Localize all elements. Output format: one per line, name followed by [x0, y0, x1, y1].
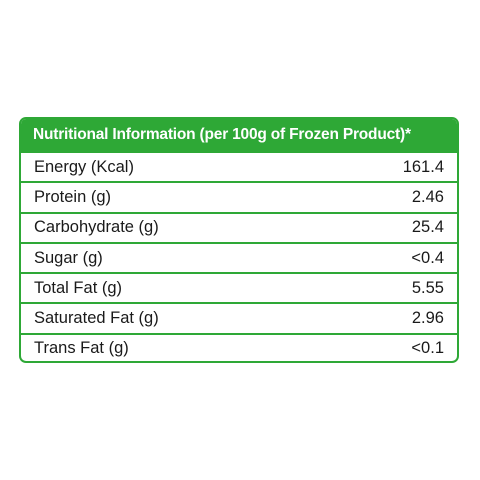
row-label: Sugar (g) — [34, 248, 103, 267]
row-label: Saturated Fat (g) — [34, 309, 159, 328]
row-label: Protein (g) — [34, 187, 112, 206]
row-value: 5.55 — [411, 278, 444, 297]
table-row-protein: Protein (g) 2.46 — [21, 181, 457, 211]
row-label: Trans Fat (g) — [34, 339, 129, 358]
row-value: 161.4 — [402, 157, 444, 176]
row-value: 2.46 — [411, 187, 444, 206]
row-label: Total Fat (g) — [34, 278, 123, 297]
table-row-energy: Energy (Kcal) 161.4 — [21, 151, 457, 181]
row-value: <0.1 — [411, 339, 444, 358]
table-row-total-fat: Total Fat (g) 5.55 — [21, 272, 457, 302]
row-value: 25.4 — [411, 218, 444, 237]
table-header: Nutritional Information (per 100g of Fro… — [21, 119, 457, 151]
table-row-saturated-fat: Saturated Fat (g) 2.96 — [21, 302, 457, 332]
table-row-trans-fat: Trans Fat (g) <0.1 — [21, 332, 457, 361]
row-label: Energy (Kcal) — [34, 157, 134, 176]
table-row-sugar: Sugar (g) <0.4 — [21, 241, 457, 272]
nutrition-table: Nutritional Information (per 100g of Fro… — [19, 117, 459, 363]
row-label: Carbohydrate (g) — [34, 218, 159, 237]
table-row-carbohydrate: Carbohydrate (g) 25.4 — [21, 211, 457, 242]
row-value: 2.96 — [411, 309, 444, 328]
row-value: <0.4 — [411, 248, 444, 267]
